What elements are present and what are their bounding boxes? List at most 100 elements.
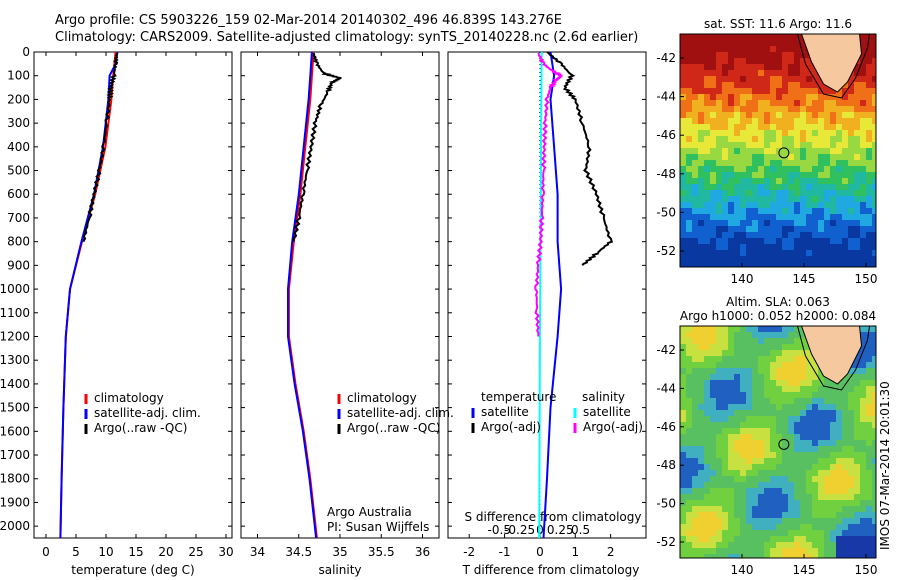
map-cell (680, 172, 686, 178)
map-cell (836, 464, 842, 470)
shelf-contour (797, 326, 871, 391)
map-cell (752, 530, 758, 536)
map-cell (722, 40, 728, 46)
map-cell (830, 464, 836, 470)
map-cell (716, 338, 722, 344)
map-cell (800, 458, 806, 464)
map-cell (752, 112, 758, 118)
map-cell (734, 542, 740, 548)
y-tick-label: 2000 (0, 519, 30, 533)
map-cell (692, 154, 698, 160)
plot-frame (33, 51, 233, 539)
map-cell (812, 512, 818, 518)
map-cell (854, 452, 860, 458)
map-cell (734, 422, 740, 428)
map-cell (836, 476, 842, 482)
map-cell (758, 58, 764, 64)
map-cell (812, 386, 818, 392)
map-cell (692, 118, 698, 124)
map-cell (686, 58, 692, 64)
map-cell (842, 416, 848, 422)
map-cell (812, 226, 818, 232)
map-cell (758, 548, 764, 554)
map-cell (776, 250, 782, 256)
map-cell (788, 494, 794, 500)
map-cell (734, 440, 740, 446)
map-cell (740, 202, 746, 208)
map-cell (758, 238, 764, 244)
map-cell (806, 548, 812, 554)
map-cell (782, 82, 788, 88)
map-cell (794, 214, 800, 220)
map-cell (722, 500, 728, 506)
map-cell (800, 184, 806, 190)
map-cell (770, 256, 776, 262)
y-tick-label: 1500 (0, 401, 30, 415)
map-cell (758, 446, 764, 452)
map-cell (680, 190, 686, 196)
map-cell (752, 64, 758, 70)
map-cell (866, 100, 872, 106)
map-cell (800, 118, 806, 124)
map-cell (782, 184, 788, 190)
map-cell (728, 458, 734, 464)
map-cell (860, 118, 866, 124)
map-cell (854, 422, 860, 428)
map-cell (860, 440, 866, 446)
map-cell (860, 500, 866, 506)
map-cell (710, 184, 716, 190)
map-cell (800, 374, 806, 380)
map-cell (794, 440, 800, 446)
x-tick-label-T: -2 (463, 545, 475, 559)
map-cell (752, 380, 758, 386)
map-cell (788, 536, 794, 542)
map-cell (818, 136, 824, 142)
x-tick-label-T: 2 (607, 545, 615, 559)
map-cell (746, 332, 752, 338)
map-cell (680, 518, 686, 524)
map-cell (770, 392, 776, 398)
map-cell (782, 434, 788, 440)
map-cell (842, 226, 848, 232)
map-cell (704, 220, 710, 226)
map-cell (734, 166, 740, 172)
map-cell (680, 214, 686, 220)
map-cell (680, 262, 686, 267)
map-cell (734, 172, 740, 178)
map-cell (740, 554, 746, 558)
map-cell (710, 392, 716, 398)
map-cell (842, 232, 848, 238)
map-cell (866, 160, 872, 166)
map-cell (800, 356, 806, 362)
map-cell (770, 106, 776, 112)
y-tick-label: 400 (7, 140, 30, 154)
series-line-s-argo-adj- (534, 52, 563, 337)
map-cell (746, 244, 752, 250)
map-cell (734, 76, 740, 82)
map-cell (866, 82, 872, 88)
map-cell (824, 512, 830, 518)
map-cell (710, 148, 716, 154)
map-cell (830, 244, 836, 250)
map-cell (746, 220, 752, 226)
map-cell (734, 160, 740, 166)
map-cell (758, 130, 764, 136)
map-cell (764, 326, 770, 332)
map-cell (746, 208, 752, 214)
map-cell (848, 118, 854, 124)
map-cell (752, 202, 758, 208)
map-cell (848, 100, 854, 106)
map-cell (746, 58, 752, 64)
map-cell (764, 94, 770, 100)
map-cell (698, 440, 704, 446)
map-cell (836, 482, 842, 488)
map-cell (830, 196, 836, 202)
map-cell (794, 124, 800, 130)
map-cell (848, 428, 854, 434)
map-cell (686, 548, 692, 554)
map-cell (770, 250, 776, 256)
map-cell (752, 554, 758, 558)
map-cell (854, 82, 860, 88)
map-cell (860, 94, 866, 100)
map-cell (782, 440, 788, 446)
